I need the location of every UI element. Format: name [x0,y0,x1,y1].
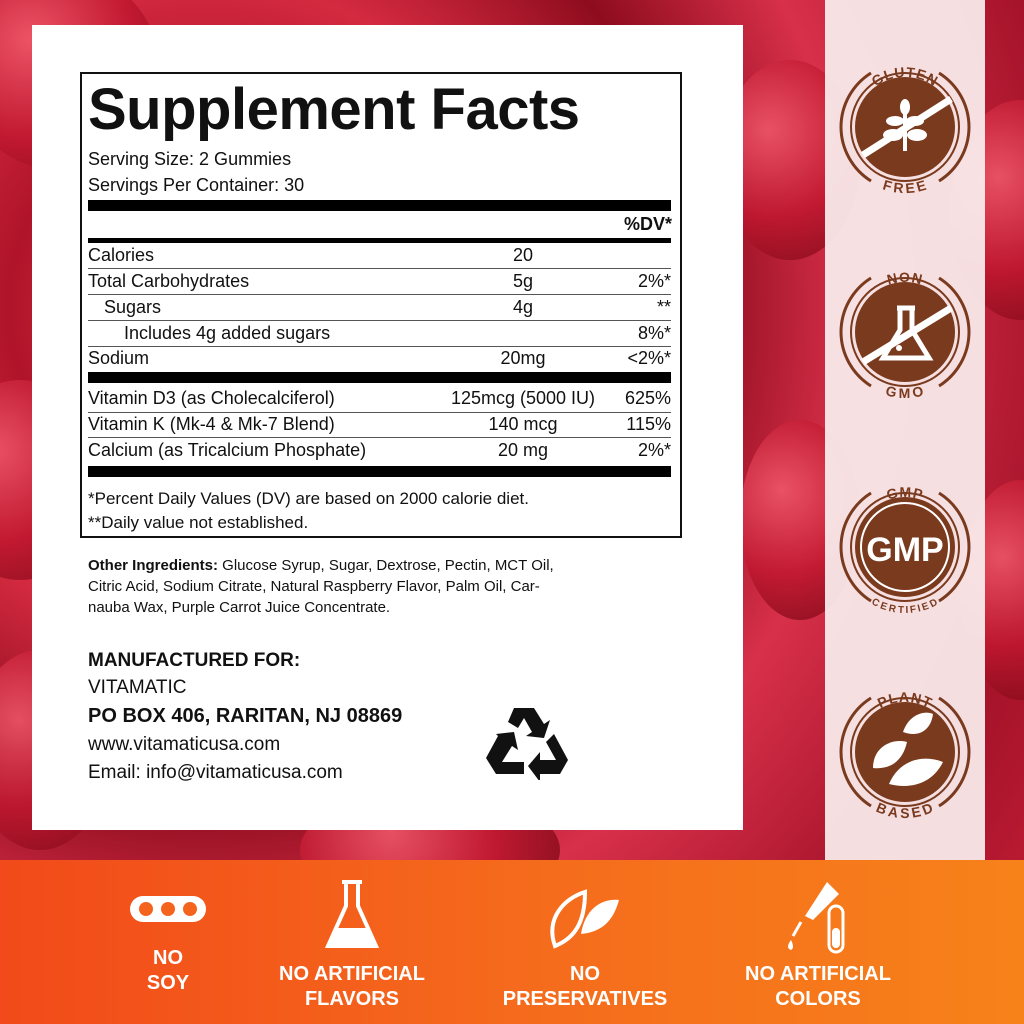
leaf-icon [550,889,619,949]
badge-top-text: NON [885,269,924,287]
email-link[interactable]: Email: info@vitamaticusa.com [88,762,343,783]
badge-bottom-text: BASED [874,799,935,821]
badge-gluten-free: GLUTEN FREE [839,64,971,197]
table-row: Vitamin D3 (as Cholecalciferol) 125mcg (5… [88,388,671,408]
divider [88,466,671,477]
badge-bottom-text: FREE [881,177,928,197]
svg-text:FREE: FREE [881,177,929,197]
footnote-dv: *Percent Daily Values (DV) are based on … [88,489,529,508]
svg-text:BASED: BASED [874,799,936,821]
leaves-icon [873,712,943,786]
flask-crossed-icon [861,305,953,365]
feature-no-preservatives: NO PRESERVATIVES [465,860,705,1012]
badge-center-text: GMP [866,531,943,569]
feature-no-artificial-colors: NO ARTIFICIAL COLORS [698,860,938,1012]
supplement-facts-box [80,72,682,538]
feature-no-artificial-flavors: NO ARTIFICIAL FLAVORS [232,860,472,1012]
badge-non-gmo: NON GMO [839,269,971,401]
table-row: Total Carbohydrates 5g 2%* [88,271,671,291]
soybean-icon [130,896,206,922]
svg-text:NON: NON [885,269,925,287]
badge-gmp-certified: GMP CERTIFIED GMP [839,484,971,616]
gmp-text: GMP [860,502,950,592]
serving-size: Serving Size: 2 Gummies [88,149,292,169]
badge-plant-based: PLANT BASED [839,689,971,821]
servings-per-container: Servings Per Container: 30 [88,175,305,195]
table-row: Sugars 4g ** [104,297,671,317]
manufacturer-name: VITAMATIC [88,677,187,698]
footnote-not-established: **Daily value not established. [88,513,309,532]
table-row: Calories 20 [88,245,534,265]
badge-bottom-text: GMO [884,382,925,401]
table-row: Vitamin K (Mk-4 & Mk-7 Blend) 140 mcg 115% [88,414,671,434]
manufacturer-heading: MANUFACTURED FOR: [88,650,301,671]
flask-icon [324,880,380,948]
dropper-icon [788,882,845,954]
label-panel [32,25,743,830]
dv-header: %DV* [623,214,672,234]
table-row: Sodium 20mg <2%* [88,348,671,368]
other-ingredients: Other Ingredients: Glucose Syrup, Sugar,… [88,557,554,616]
svg-text:GMP: GMP [885,484,925,503]
badge-top-text: PLANT [875,689,934,711]
table-row: Calcium (as Tricalcium Phosphate) 20 mg 2%… [88,440,671,460]
divider [88,238,671,243]
divider [88,200,671,211]
website-link[interactable]: www.vitamaticusa.com [88,734,281,755]
divider [88,372,671,383]
features-band: NO SOY NO ARTIFICIAL FLAVORS NO PRESERVATIV… [0,860,1024,1024]
badge-bottom-text: CERTIFIED [870,597,940,616]
wheat-crossed-icon [861,96,953,158]
table-row: Includes 4g added sugars 8%* [124,323,671,343]
svg-text:CERTIFIED: CERTIFIED [870,597,941,616]
badge-top-text: GMP [885,484,924,503]
feature-no-soy: NO SOY [48,860,288,996]
svg-text:PLANT: PLANT [875,689,935,711]
facts-title: Supplement Facts [88,77,580,142]
manufacturer-address: PO BOX 406, RARITAN, NJ 08869 [88,705,403,727]
recycle-icon [486,708,568,780]
svg-text:GMO: GMO [884,382,926,401]
